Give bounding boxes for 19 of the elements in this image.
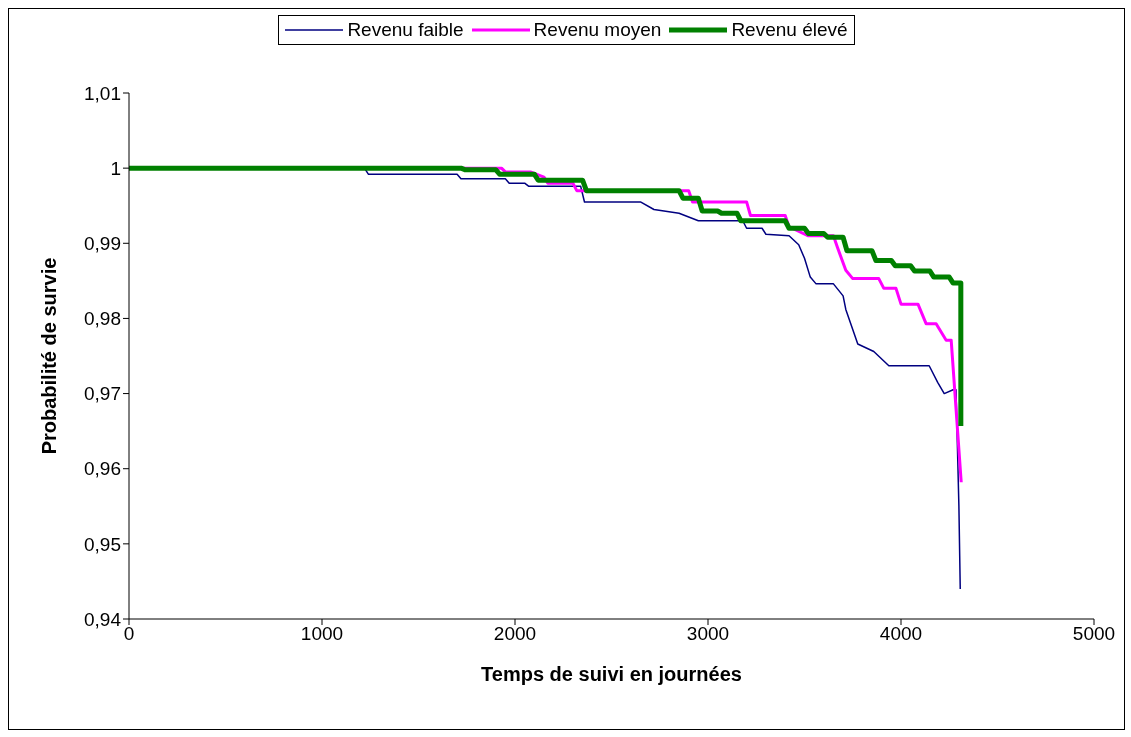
y-tick-label: 1,01: [84, 82, 121, 104]
y-axis-title: Probabilité de survie: [38, 257, 61, 455]
y-tick-label: 1: [110, 157, 121, 179]
y-tick-label: 0,94: [84, 608, 122, 630]
y-tick-label: 0,95: [84, 533, 121, 555]
x-tick-label: 2000: [493, 623, 537, 645]
y-tick-label: 0,99: [84, 233, 121, 255]
x-tick-label: 5000: [1072, 623, 1116, 645]
x-axis-title: Temps de suivi en journées: [481, 663, 742, 685]
y-tick-label: 0,96: [84, 458, 121, 480]
x-tick-label: 4000: [879, 623, 923, 645]
legend-label: Revenu élevé: [731, 19, 848, 41]
x-tick-label: 1000: [300, 623, 344, 645]
legend-label: Revenu faible: [347, 19, 464, 41]
x-tick-label: 0: [123, 623, 135, 645]
legend-label: Revenu moyen: [533, 19, 662, 41]
y-tick-label: 0,98: [84, 308, 121, 330]
y-tick-label: 0,97: [84, 383, 121, 405]
x-tick-label: 3000: [686, 623, 730, 645]
